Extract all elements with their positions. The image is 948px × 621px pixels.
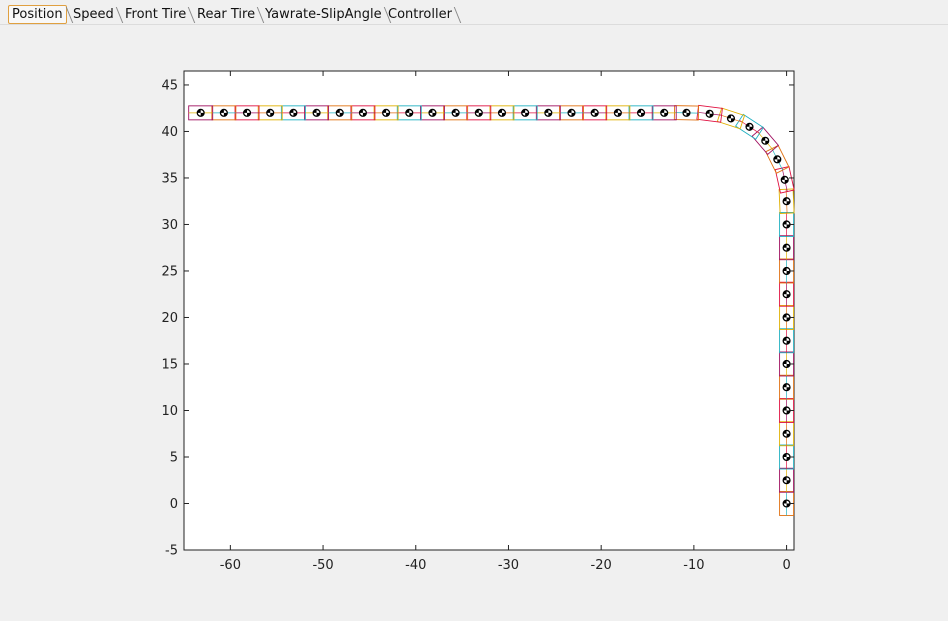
tab-front-tire-label: Front Tire (122, 5, 189, 24)
x-tick-label: -10 (683, 558, 704, 573)
tab-controller[interactable]: Controller (385, 5, 461, 24)
y-tick-label: -5 (165, 544, 178, 559)
tab-yawrate-slipangle-label: Yawrate-SlipAngle (262, 5, 385, 24)
tab-speed[interactable]: Speed (70, 5, 123, 24)
tab-controller-label: Controller (385, 5, 455, 24)
x-tick-label: -30 (498, 558, 519, 573)
y-tick-label: 45 (161, 78, 178, 93)
tab-bar: Position Speed Front Tire Rear Tire Yawr… (0, 0, 948, 25)
y-tick-label: 20 (161, 311, 178, 326)
tab-separator (455, 5, 461, 24)
tab-front-tire[interactable]: Front Tire (122, 5, 195, 24)
y-tick-label: 0 (170, 497, 178, 512)
tab-position[interactable]: Position (8, 5, 73, 24)
y-tick-label: 5 (170, 450, 178, 465)
axes-box (184, 71, 794, 550)
y-tick-label: 35 (161, 171, 178, 186)
tab-rear-tire-label: Rear Tire (194, 5, 258, 24)
x-tick-label: -20 (591, 558, 612, 573)
tab-rear-tire[interactable]: Rear Tire (194, 5, 264, 24)
x-tick-label: -50 (312, 558, 333, 573)
tab-position-label: Position (8, 5, 67, 24)
x-tick-label: -40 (405, 558, 426, 573)
tab-yawrate-slipangle[interactable]: Yawrate-SlipAngle (262, 5, 391, 24)
y-tick-label: 25 (161, 264, 178, 279)
x-tick-label: 0 (782, 558, 790, 573)
y-tick-label: 40 (161, 125, 178, 140)
tab-speed-label: Speed (70, 5, 117, 24)
y-tick-label: 15 (161, 357, 178, 372)
y-tick-label: 10 (161, 404, 178, 419)
y-tick-label: 30 (161, 218, 178, 233)
x-tick-label: -60 (220, 558, 241, 573)
